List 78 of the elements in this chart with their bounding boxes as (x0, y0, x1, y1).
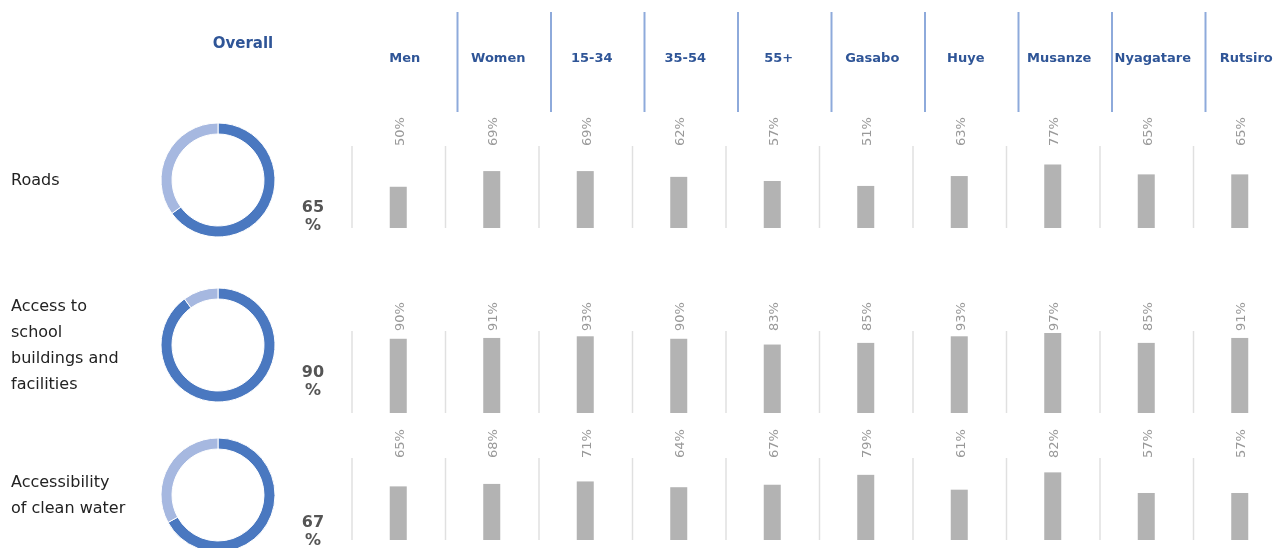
x-tick-label: Rutsiro (1219, 50, 1273, 65)
bar (576, 171, 594, 228)
data-label: 68% (485, 429, 501, 458)
data-label: 57% (1233, 429, 1249, 458)
bar (1044, 333, 1062, 413)
bar (483, 337, 501, 413)
bar (670, 176, 688, 228)
bar (670, 338, 688, 413)
x-tick-label: Musanze (1027, 50, 1092, 65)
bar (763, 180, 781, 228)
x-tick-label: Men (389, 50, 421, 65)
data-label: 79% (859, 429, 875, 458)
text: Accessibility of clean water (11, 471, 126, 517)
data-label: 57% (1139, 429, 1155, 458)
bar (857, 342, 875, 413)
data-label: 65% (391, 429, 407, 458)
x-tick-label: Huye (947, 50, 985, 65)
text: Access to school buildings and facilities (11, 295, 119, 393)
x-tick-label: Nyagatare (1114, 50, 1192, 65)
bar (763, 484, 781, 540)
bar (763, 344, 781, 413)
data-label: 97% (1046, 302, 1062, 331)
bar (1137, 174, 1155, 228)
data-label: 64% (672, 429, 688, 458)
data-label: 51% (859, 117, 875, 146)
data-label: 91% (1233, 302, 1249, 331)
bar (1137, 342, 1155, 413)
bar (1044, 164, 1062, 228)
data-label: 50% (391, 117, 407, 146)
x-tick-label: 35-54 (664, 50, 707, 65)
bar (389, 486, 407, 540)
bar (950, 489, 968, 540)
data-label: 65% (1233, 117, 1249, 146)
text: Roads (11, 169, 60, 189)
data-label: 93% (952, 302, 968, 331)
bar (1231, 337, 1249, 413)
data-label: 62% (672, 117, 688, 146)
data-label: 85% (859, 302, 875, 331)
text: Overall (212, 34, 274, 52)
data-label: 85% (1139, 302, 1155, 331)
data-label: 67% (765, 429, 781, 458)
bar (1231, 492, 1249, 540)
bar (483, 483, 501, 540)
data-label: 93% (578, 302, 594, 331)
bar (483, 171, 501, 228)
data-label: 90% (391, 302, 407, 331)
data-label: 69% (578, 117, 594, 146)
data-label: 67 % (301, 512, 325, 549)
bar (389, 186, 407, 228)
bar (576, 336, 594, 413)
bar (389, 338, 407, 413)
x-tick-label: 55+ (764, 50, 794, 65)
bar (950, 176, 968, 228)
x-tick-label: Gasabo (845, 50, 900, 65)
donut-slice (160, 287, 276, 403)
data-label: 91% (485, 302, 501, 331)
bar (857, 474, 875, 540)
bar (950, 336, 968, 413)
bar (1044, 472, 1062, 540)
data-label: 71% (578, 429, 594, 458)
data-label: 77% (1046, 117, 1062, 146)
data-label: 83% (765, 302, 781, 331)
bar (1231, 174, 1249, 228)
data-label: 82% (1046, 429, 1062, 458)
data-label: 61% (952, 429, 968, 458)
x-tick-label: Women (471, 50, 526, 65)
x-tick-label: 15-34 (570, 50, 613, 65)
data-label: 65 % (301, 197, 325, 234)
bar (670, 487, 688, 540)
bar (1137, 492, 1155, 540)
data-label: 69% (485, 117, 501, 146)
data-label: 63% (952, 117, 968, 146)
data-label: 90% (672, 302, 688, 331)
data-label: 65% (1139, 117, 1155, 146)
data-label: 57% (765, 117, 781, 146)
bar (857, 185, 875, 228)
bar (576, 481, 594, 540)
data-label: 90 % (301, 362, 325, 399)
